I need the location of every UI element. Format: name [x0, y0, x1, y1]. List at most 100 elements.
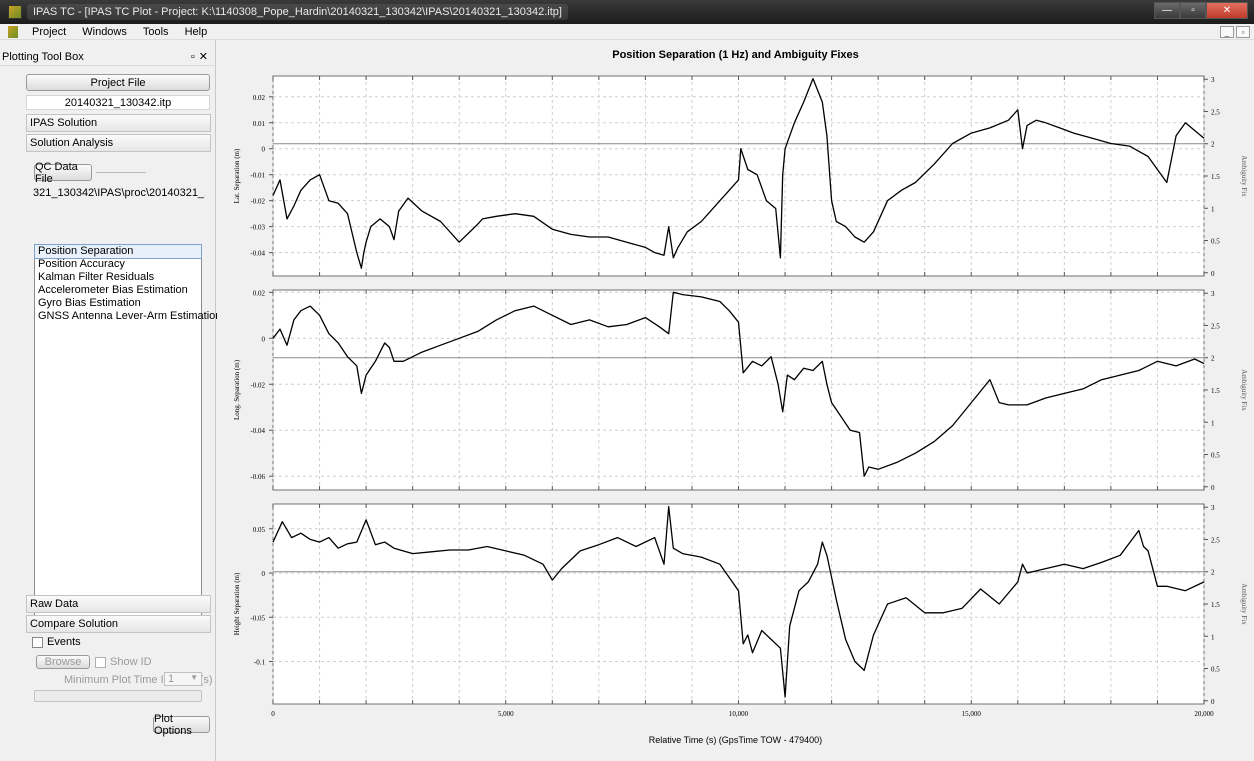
project-file-button[interactable]: Project File	[26, 74, 210, 91]
plot-options-button[interactable]: Plot Options	[153, 713, 210, 737]
y-tick-label: -0.1	[254, 659, 266, 667]
dock-controls: ▫✕	[191, 50, 212, 63]
app-icon	[8, 5, 22, 19]
dock-title: Plotting Tool Box	[2, 50, 84, 63]
y-tick-label: -0.06	[250, 473, 265, 481]
dock-header: Plotting Tool Box ▫✕	[0, 48, 216, 66]
y2-tick-label: 1.5	[1211, 601, 1220, 609]
list-item-accelerometer-bias[interactable]: Accelerometer Bias Estimation	[38, 284, 188, 296]
y-tick-label: 0.02	[253, 94, 266, 102]
separation-series-3	[272, 506, 1205, 698]
list-item-position-separation[interactable]: Position Separation	[34, 244, 202, 259]
min-interval-select[interactable]: 1 ▼	[164, 672, 202, 686]
y2-tick-label: 2.5	[1211, 108, 1220, 116]
mdi-minimize-button[interactable]: _	[1220, 26, 1234, 38]
qc-separator	[96, 172, 146, 173]
x-axis-label: Relative Time (s) (GpsTime TOW - 479400)	[648, 735, 823, 745]
show-id-label: Show ID	[110, 656, 152, 668]
x-tick-label: 0	[271, 710, 275, 718]
y2-tick-label: 2	[1211, 355, 1215, 363]
y2-tick-label: 1.5	[1211, 387, 1220, 395]
y-axis-label: Long. Separation (m)	[233, 359, 241, 420]
separation-series-2	[272, 291, 1205, 477]
dock-float-icon[interactable]: ▫	[190, 51, 199, 63]
y-axis-label: Height Separation (m)	[233, 572, 241, 635]
app-menu-icon[interactable]	[8, 25, 18, 38]
x-tick-label: 20,000	[1194, 710, 1214, 718]
qc-data-file-button[interactable]: QC Data File	[34, 161, 92, 185]
y2-tick-label: 2	[1211, 569, 1215, 577]
section-ipas-solution[interactable]: IPAS Solution	[26, 114, 211, 132]
y-tick-label: 0.02	[253, 289, 266, 297]
close-button[interactable]: ✕	[1206, 2, 1248, 19]
menu-windows[interactable]: Windows	[82, 25, 127, 38]
y-tick-label: -0.02	[250, 198, 265, 206]
y2-axis-label: Ambiguity Fix	[1240, 155, 1248, 197]
dock-close-icon[interactable]: ✕	[198, 51, 212, 63]
y2-tick-label: 0	[1211, 698, 1215, 706]
y2-tick-label: 0.5	[1211, 452, 1220, 460]
y2-tick-label: 2	[1211, 141, 1215, 149]
y2-tick-label: 2.5	[1211, 322, 1220, 330]
section-raw-data[interactable]: Raw Data	[26, 595, 211, 613]
minimize-button[interactable]: —	[1154, 2, 1180, 19]
y-tick-label: -0.04	[250, 427, 265, 435]
position-separation-plot[interactable]: 0.02 0.01 0 -0.01 -0.02 -0.03 -0.04 3 2.5 2 1.5 1 0.…	[217, 40, 1254, 732]
list-item-gyro-bias[interactable]: Gyro Bias Estimation	[38, 297, 141, 309]
menu-bar: Project Windows Tools Help _ ▫	[0, 24, 1254, 40]
show-id-row: Show ID	[95, 656, 152, 668]
y2-tick-label: 0.5	[1211, 238, 1220, 246]
y2-tick-label: 3	[1211, 504, 1215, 512]
list-item-position-accuracy[interactable]: Position Accuracy	[38, 258, 125, 270]
separation-series-1	[272, 77, 1205, 269]
y-tick-label: -0.03	[250, 224, 265, 232]
y2-tick-label: 1	[1211, 419, 1215, 427]
y-tick-label: 0.01	[253, 120, 266, 128]
min-interval-value: 1	[168, 673, 175, 685]
x-tick-label: 10,000	[729, 710, 749, 718]
window-controls: — ▫ ✕	[1154, 2, 1248, 19]
y-tick-label: -0.02	[250, 381, 265, 389]
browse-button[interactable]: Browse	[36, 655, 90, 669]
y2-tick-label: 1	[1211, 633, 1215, 641]
project-file-field[interactable]: 20140321_130342.itp	[26, 95, 210, 110]
plot-area: Position Separation (1 Hz) and Ambiguity…	[217, 40, 1254, 761]
list-item-kalman-filter-residuals[interactable]: Kalman Filter Residuals	[38, 271, 155, 283]
events-label: Events	[47, 636, 81, 648]
y2-tick-label: 0	[1211, 270, 1215, 278]
list-item-gnss-lever-arm[interactable]: GNSS Antenna Lever-Arm Estimation	[38, 310, 222, 322]
analysis-listbox[interactable]: Position Separation Position Accuracy Ka…	[34, 244, 222, 624]
menu-project[interactable]: Project	[32, 25, 67, 38]
menu-tools[interactable]: Tools	[142, 25, 169, 38]
y2-tick-label: 0	[1211, 484, 1215, 492]
y2-tick-label: 0.5	[1211, 666, 1220, 674]
y-axis-label: Lat. Separation (m)	[233, 148, 241, 203]
plot-title: Position Separation (1 Hz) and Ambiguity…	[612, 49, 859, 61]
plotting-tool-box: Plotting Tool Box ▫✕ Project File 201403…	[0, 40, 222, 761]
y2-tick-label: 2.5	[1211, 536, 1220, 544]
section-compare-solution[interactable]: Compare Solution	[26, 615, 211, 633]
y2-tick-label: 3	[1211, 290, 1215, 298]
menu-help[interactable]: Help	[184, 25, 208, 38]
maximize-button[interactable]: ▫	[1180, 2, 1206, 19]
y-tick-label: -0.01	[250, 172, 265, 180]
y2-axis-label: Ambiguity Fix	[1240, 369, 1248, 411]
y-tick-label: 0.05	[253, 526, 266, 534]
events-checkbox[interactable]	[32, 636, 43, 648]
mdi-controls: _ ▫	[1220, 26, 1250, 38]
mdi-restore-button[interactable]: ▫	[1236, 26, 1250, 38]
events-row: Events	[32, 636, 81, 648]
qc-file-path: 321_130342\IPAS\proc\20140321_130637.iqc	[33, 187, 205, 199]
y-tick-label: -0.05	[250, 614, 265, 622]
x-tick-label: 15,000	[962, 710, 982, 718]
plot-panel-3	[272, 503, 1205, 705]
window-title-bar: IPAS TC - [IPAS TC Plot - Project: K:\11…	[0, 0, 1254, 24]
y-tick-label: 0	[262, 146, 266, 154]
y2-tick-label: 1	[1211, 205, 1215, 213]
y2-tick-label: 3	[1211, 76, 1215, 84]
window-title: IPAS TC - [IPAS TC Plot - Project: K:\11…	[27, 4, 568, 20]
progress-bar	[34, 690, 202, 702]
section-solution-analysis[interactable]: Solution Analysis	[26, 134, 211, 152]
y-tick-label: 0	[262, 335, 266, 343]
show-id-checkbox[interactable]	[95, 656, 106, 668]
